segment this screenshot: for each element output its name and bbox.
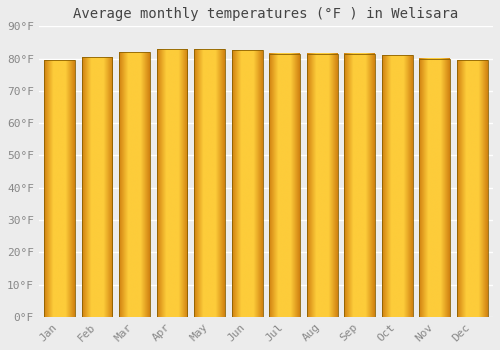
Bar	[156, 49, 188, 317]
Bar	[270, 54, 300, 317]
Bar	[382, 55, 412, 317]
Bar	[194, 49, 225, 317]
Bar	[82, 57, 112, 317]
Bar	[307, 54, 338, 317]
Bar	[457, 60, 488, 317]
Bar	[232, 50, 262, 317]
Bar	[420, 58, 450, 317]
Bar	[119, 52, 150, 317]
Bar	[44, 60, 75, 317]
Title: Average monthly temperatures (°F ) in Welisara: Average monthly temperatures (°F ) in We…	[74, 7, 458, 21]
Bar	[344, 54, 375, 317]
